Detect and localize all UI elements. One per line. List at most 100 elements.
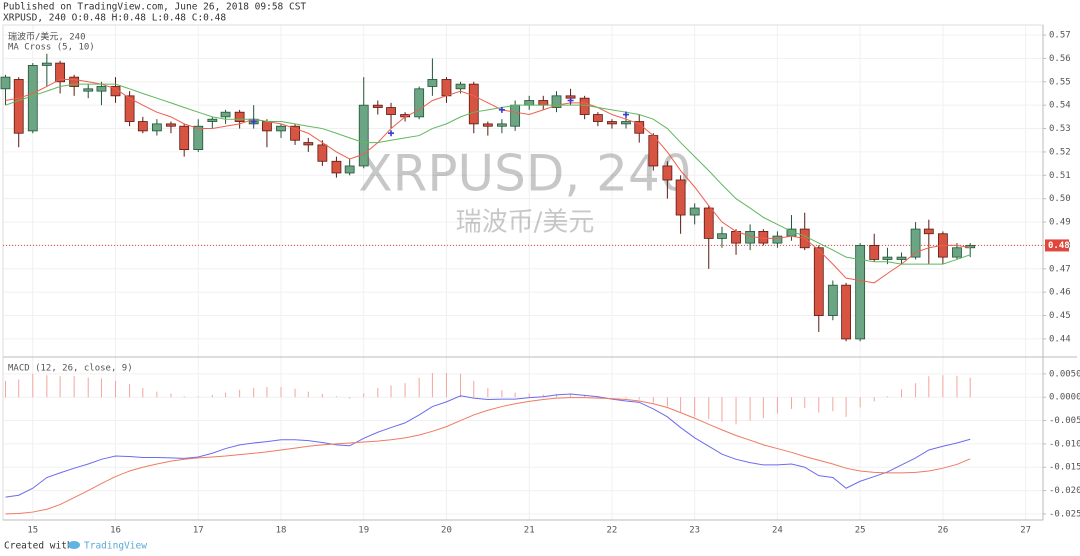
y-tick-label: 0.57 — [1049, 31, 1071, 41]
histogram-bar — [708, 397, 710, 420]
candle-body — [923, 228, 934, 235]
y2-tick-label: 0.0000 — [1049, 393, 1080, 403]
x-tick-label: 27 — [1020, 526, 1031, 536]
histogram-bar — [142, 387, 144, 398]
histogram-bar — [721, 397, 723, 422]
histogram-bar — [460, 373, 462, 398]
candle-body — [83, 88, 94, 92]
histogram-bar — [969, 377, 971, 398]
candle-body — [386, 107, 396, 115]
candle-body — [290, 125, 300, 141]
x-tick-label: 17 — [193, 526, 204, 536]
candle-body — [607, 121, 617, 125]
watermark-sub: 瑞波币/美元 — [456, 208, 595, 238]
y-tick-label: 0.51 — [1049, 171, 1071, 181]
histogram-bar — [87, 377, 89, 398]
candle-body — [579, 97, 590, 115]
candle-body — [372, 104, 383, 108]
x-tick-label: 26 — [937, 526, 948, 536]
candle-body — [621, 121, 631, 125]
histogram-bar — [225, 392, 227, 398]
cross-marker — [623, 111, 630, 118]
footer-created: Created with — [4, 541, 73, 552]
y-tick-label: 0.45 — [1049, 311, 1071, 321]
candle-body — [551, 95, 562, 108]
footer-logo — [68, 541, 80, 549]
candle-body — [662, 165, 673, 181]
x-tick-label: 23 — [689, 526, 700, 536]
histogram-bar — [886, 396, 888, 398]
candle-body — [13, 79, 24, 134]
macd-label: MACD (12, 26, close, 9) — [8, 364, 133, 374]
candle-body — [110, 86, 121, 97]
x-tick-label: 15 — [27, 526, 38, 536]
histogram-bar — [845, 397, 847, 417]
x-tick-label: 21 — [524, 526, 535, 536]
ohlc-line: XRPUSD, 240 O:0.48 H:0.48 L:0.48 C:0.48 — [3, 13, 226, 24]
candle-body — [69, 76, 80, 87]
histogram-bar — [73, 376, 75, 398]
y-tick-label: 0.50 — [1049, 194, 1071, 204]
histogram-bar — [762, 397, 764, 419]
candle-body — [96, 86, 107, 92]
histogram-bar — [666, 397, 668, 407]
footer-brand[interactable]: TradingView — [84, 541, 147, 552]
histogram-bar — [556, 393, 558, 398]
y-tick-label: 0.44 — [1049, 334, 1071, 344]
candle-body — [27, 65, 38, 132]
candle-body — [497, 123, 507, 127]
candle-body — [841, 284, 851, 340]
candle-body — [524, 100, 535, 106]
histogram-bar — [170, 393, 172, 398]
histogram-bar — [859, 397, 861, 408]
candle-body — [869, 245, 880, 260]
candle-body — [731, 231, 741, 244]
cross-marker — [498, 106, 505, 113]
histogram-bar — [4, 380, 6, 398]
histogram-bar — [901, 389, 903, 398]
y-tick-label: 0.49 — [1049, 218, 1071, 228]
histogram-bar — [431, 372, 433, 398]
x-tick-label: 16 — [110, 526, 121, 536]
published-note: Published on TradingView.com, June 26, 2… — [3, 2, 306, 13]
histogram-bar — [100, 378, 102, 398]
candle-body — [207, 118, 218, 122]
y2-tick-label: -0.0150 — [1049, 463, 1080, 473]
candle-body — [414, 88, 425, 118]
candle-body — [358, 104, 369, 167]
candle-body — [317, 144, 328, 162]
x-tick-label: 20 — [441, 526, 452, 536]
cross-marker — [250, 118, 257, 125]
cross-marker — [567, 97, 574, 104]
histogram-bar — [832, 397, 834, 412]
candle-body — [675, 179, 686, 216]
candle-body — [689, 207, 700, 216]
histogram-bar — [680, 397, 682, 413]
last-price-label: 0.48 — [1048, 241, 1070, 251]
candle-body — [41, 62, 52, 66]
histogram-bar — [942, 375, 944, 398]
candle-body — [262, 121, 272, 132]
candle-body — [220, 111, 231, 118]
histogram-bar — [915, 383, 917, 398]
cross-marker — [388, 130, 395, 137]
y2-tick-label: -0.0100 — [1049, 439, 1080, 449]
histogram-bar — [514, 392, 516, 398]
histogram-bar — [156, 391, 158, 398]
candle-body — [510, 104, 521, 127]
histogram-bar — [873, 397, 875, 402]
histogram-bar — [59, 376, 61, 398]
histogram-bar — [528, 393, 530, 398]
histogram-bar — [804, 397, 806, 408]
candle-body — [896, 256, 907, 260]
histogram-bar — [501, 390, 503, 398]
histogram-bar — [625, 397, 627, 399]
histogram-bar — [211, 394, 213, 398]
histogram-bar — [321, 393, 323, 398]
candle-body — [468, 83, 479, 125]
histogram-bar — [445, 372, 447, 398]
candle-body — [882, 256, 893, 260]
histogram-bar — [377, 387, 379, 398]
